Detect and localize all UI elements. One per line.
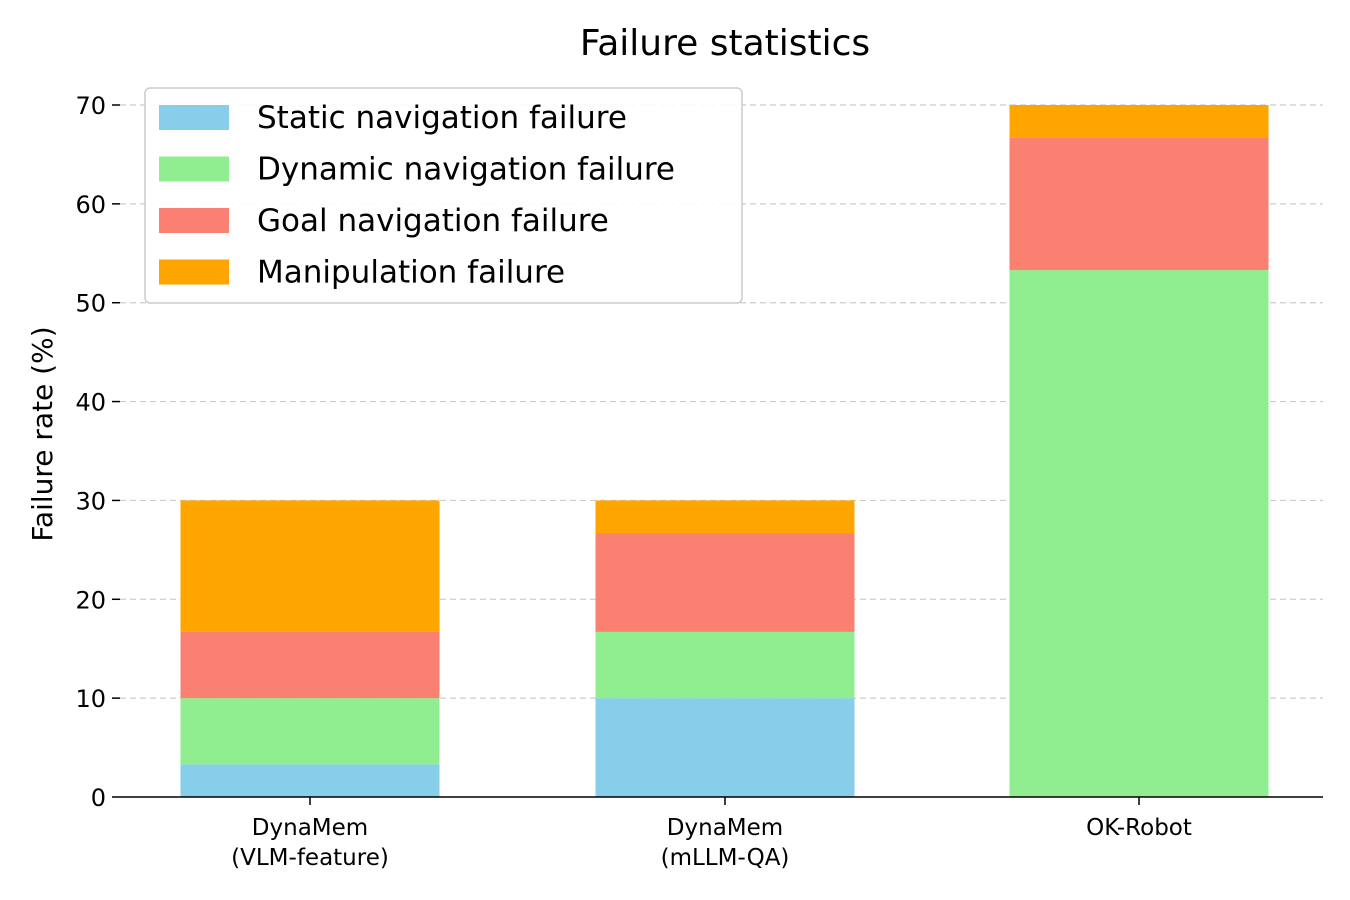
legend-box (144, 87, 743, 304)
x-tick-label: (VLM-feature) (231, 845, 389, 871)
y-tick-label: 60 (75, 191, 106, 219)
y-tick-label: 20 (75, 586, 106, 614)
legend: Static navigation failure Dynamic navigat… (144, 87, 743, 304)
legend-swatch (159, 105, 229, 130)
bar-segment (180, 698, 440, 765)
bars (180, 105, 1269, 797)
legend-label: Goal navigation failure (257, 203, 609, 239)
bar-segment (1009, 105, 1269, 138)
legend-label: Dynamic navigation failure (257, 152, 675, 188)
y-ticks: 0 10 20 30 40 50 60 70 (75, 92, 120, 812)
bar-segment (180, 631, 440, 699)
x-tick-label: DynaMem (252, 815, 368, 841)
bar-segment (180, 764, 440, 797)
bar-segment (595, 698, 855, 797)
legend-label: Manipulation failure (257, 255, 565, 291)
x-tick-label: DynaMem (667, 815, 783, 841)
bar-segment (1009, 137, 1269, 271)
y-tick-label: 0 (91, 784, 106, 812)
bar-segment (595, 533, 855, 632)
y-tick-label: 70 (75, 92, 106, 120)
legend-swatch (159, 208, 229, 233)
x-ticks: DynaMem (VLM-feature) DynaMem (mLLM-QA) OK-R… (231, 797, 1192, 871)
y-tick-label: 50 (75, 290, 106, 318)
bar-segment (595, 500, 855, 534)
x-tick-label: OK-Robot (1086, 815, 1192, 841)
bar-segment (1009, 270, 1269, 797)
chart-title: Failure statistics (580, 23, 870, 64)
legend-label: Static navigation failure (257, 100, 627, 136)
bar-segment (180, 500, 440, 632)
y-axis-label: Failure rate (%) (26, 326, 59, 541)
y-tick-label: 40 (75, 389, 106, 417)
x-tick-label: (mLLM-QA) (661, 845, 790, 871)
legend-swatch (159, 156, 229, 182)
legend-swatch (159, 259, 229, 285)
y-tick-label: 30 (75, 487, 106, 515)
bar-segment (595, 631, 855, 699)
y-tick-label: 10 (75, 685, 106, 713)
